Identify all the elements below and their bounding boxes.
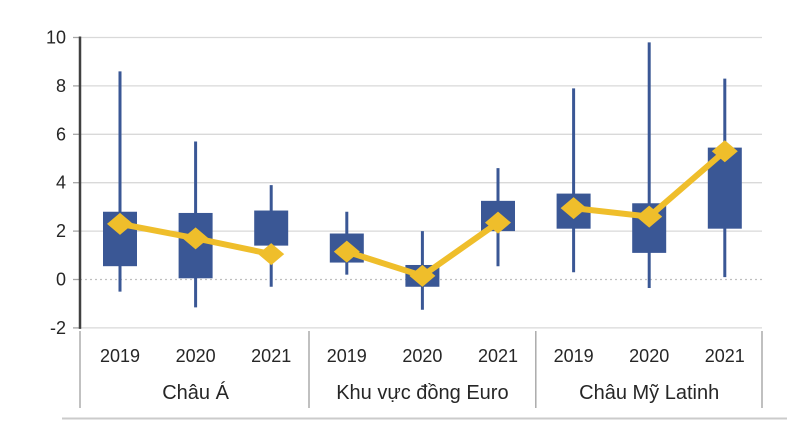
year-label: 2021 (478, 346, 518, 366)
year-label: 2020 (629, 346, 669, 366)
year-label: 2020 (176, 346, 216, 366)
year-label: 2021 (705, 346, 745, 366)
marker-diamond-Châu Mỹ Latinh-2019 (560, 197, 587, 220)
marker-diamond-Châu Á-2019 (107, 212, 133, 235)
y-axis-tick-label: 0 (56, 270, 66, 290)
marker-diamond-Châu Mỹ Latinh-2021 (711, 140, 738, 163)
year-label: 2021 (251, 346, 291, 366)
marker-diamond-Châu Á-2020 (182, 227, 209, 250)
year-label: 2019 (327, 346, 367, 366)
year-label: 2019 (554, 346, 594, 366)
marker-diamond-Châu Mỹ Latinh-2020 (636, 205, 663, 228)
year-label: 2019 (100, 346, 140, 366)
group-label: Khu vực đồng Euro (336, 382, 508, 404)
y-axis-tick-label: 6 (56, 124, 66, 144)
group-label: Châu Á (162, 381, 229, 404)
y-axis-tick-label: 2 (56, 221, 66, 241)
y-axis-tick-label: 10 (46, 28, 66, 48)
box-Châu Á-2021 (254, 210, 289, 246)
y-axis-tick-label: 4 (56, 173, 66, 193)
y-axis-tick-label: -2 (50, 318, 66, 338)
marker-diamond-Khu vực đồng Euro-2019 (333, 240, 360, 263)
year-label: 2020 (402, 346, 442, 366)
marker-diamond-Châu Á-2021 (258, 243, 285, 266)
group-label: Châu Mỹ Latinh (579, 382, 719, 404)
marker-diamond-Khu vực đồng Euro-2020 (409, 264, 436, 287)
y-axis-tick-label: 8 (56, 76, 66, 96)
marker-diamond-Khu vực đồng Euro-2021 (485, 211, 511, 234)
